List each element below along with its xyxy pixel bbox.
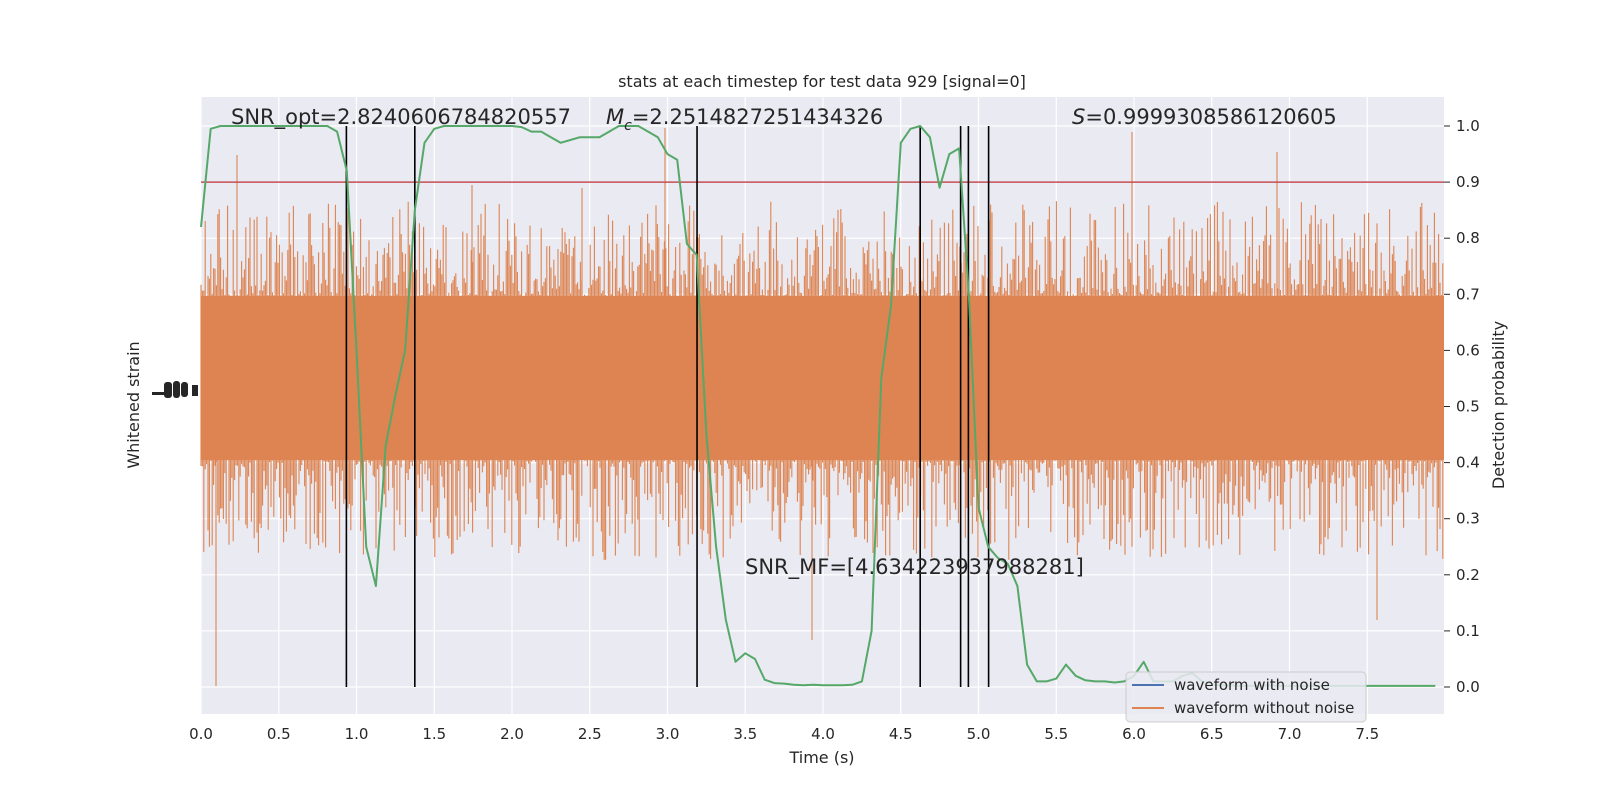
y-tick-label: 0.1 bbox=[1456, 622, 1480, 640]
legend-label-with-noise: waveform with noise bbox=[1174, 676, 1330, 694]
y-tick-label: 0.9 bbox=[1456, 173, 1480, 191]
x-tick-label: 5.0 bbox=[967, 725, 991, 743]
x-tick-label: 4.5 bbox=[889, 725, 913, 743]
chart-title: stats at each timestep for test data 929… bbox=[618, 72, 1026, 91]
x-tick-label: 2.5 bbox=[578, 725, 602, 743]
x-axis-label: Time (s) bbox=[788, 748, 854, 767]
chirp-mass-annotation: Mc=2.2514827251434326 bbox=[606, 105, 883, 134]
x-tick-labels: 0.0 0.5 1.0 1.5 2.0 2.5 3.0 3.5 4.0 4.5 5.0 5.5 6.0 6… bbox=[189, 725, 1379, 743]
x-tick-label: 3.0 bbox=[656, 725, 680, 743]
y-tick-label: 0.7 bbox=[1456, 285, 1480, 303]
x-tick-label: 7.0 bbox=[1278, 725, 1302, 743]
x-tick-label: 1.5 bbox=[422, 725, 446, 743]
y-tick-label: 1.0 bbox=[1456, 117, 1480, 135]
snr-mf-annotation: SNR_MF=[4.634223937988281] bbox=[745, 555, 1084, 580]
left-axis-tick-marks bbox=[152, 381, 198, 398]
y-tick-label: 0.0 bbox=[1456, 678, 1480, 696]
right-y-tick-labels: 0.0 0.1 0.2 0.3 0.4 0.5 0.6 0.7 0.8 0.9 1.0 bbox=[1444, 117, 1480, 696]
x-tick-label: 0.5 bbox=[267, 725, 291, 743]
x-tick-label: 6.0 bbox=[1122, 725, 1146, 743]
chirp-mass-subscript: c bbox=[624, 118, 632, 134]
y-tick-label: 0.8 bbox=[1456, 229, 1480, 247]
x-tick-label: 6.5 bbox=[1200, 725, 1224, 743]
noise-strain-trace bbox=[200, 128, 1444, 686]
y-tick-label: 0.2 bbox=[1456, 566, 1480, 584]
y-tick-label: 0.6 bbox=[1456, 341, 1480, 359]
chirp-mass-symbol: M bbox=[606, 105, 624, 129]
x-tick-label: 5.5 bbox=[1044, 725, 1068, 743]
x-tick-label: 1.0 bbox=[345, 725, 369, 743]
x-tick-label: 0.0 bbox=[189, 725, 213, 743]
s-value: =0.9999308586120605 bbox=[1085, 105, 1336, 129]
chirp-mass-value: =2.2514827251434326 bbox=[632, 105, 883, 129]
s-annotation: S=0.9999308586120605 bbox=[1072, 105, 1337, 129]
detection-crossing-lines bbox=[345, 126, 990, 687]
y-tick-label: 0.5 bbox=[1456, 398, 1480, 416]
x-tick-label: 4.0 bbox=[811, 725, 835, 743]
legend-box bbox=[1125, 671, 1367, 723]
y-tick-label: 0.4 bbox=[1456, 454, 1480, 472]
right-y-axis-label: Detection probability bbox=[1489, 321, 1508, 489]
noise-waveform bbox=[200, 128, 1444, 686]
legend: waveform with noise waveform without noi… bbox=[1125, 671, 1367, 723]
x-tick-label: 2.0 bbox=[500, 725, 524, 743]
x-tick-label: 7.5 bbox=[1355, 725, 1379, 743]
y-tick-label: 0.3 bbox=[1456, 510, 1480, 528]
s-symbol: S bbox=[1072, 105, 1085, 129]
legend-label-without-noise: waveform without noise bbox=[1174, 699, 1354, 717]
x-tick-label: 3.5 bbox=[733, 725, 757, 743]
snr-opt-annotation: SNR_opt=2.8240606784820557 bbox=[231, 105, 571, 130]
left-y-axis-label: Whitened strain bbox=[124, 341, 143, 468]
